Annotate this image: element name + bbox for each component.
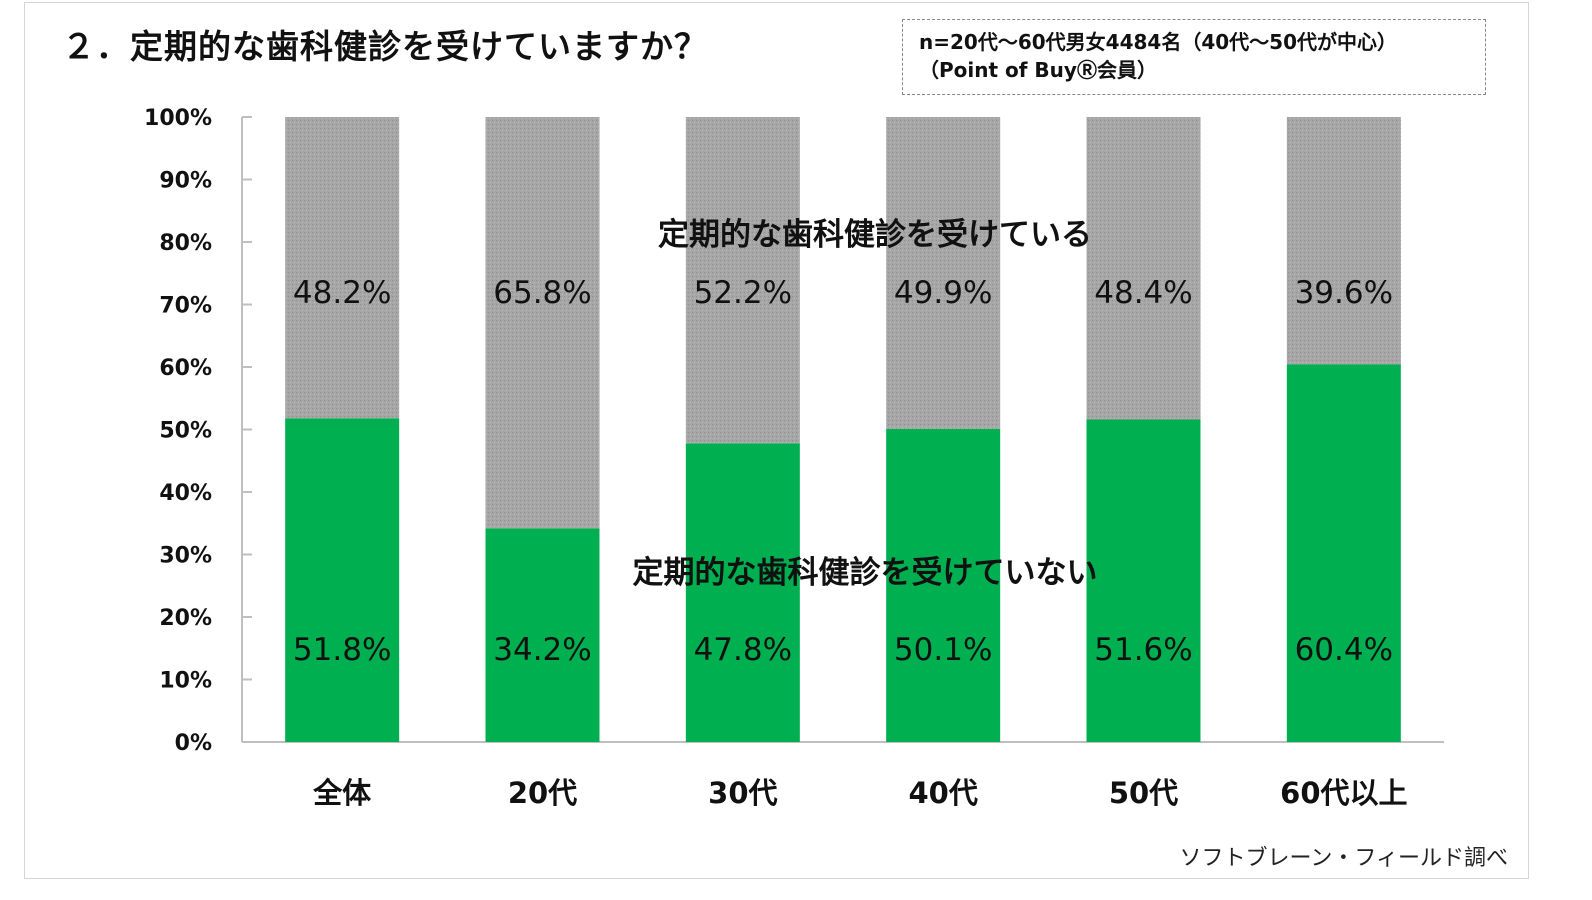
series-label-taking: 定期的な歯科健診を受けている <box>658 217 1092 253</box>
axes: 0% 10% 20% 30% 40% 50% 60% 70% 80% 90% 100% 全体 20代 30… <box>144 106 1444 810</box>
y-tick-label: 10% <box>159 669 212 694</box>
data-label-taking: 49.9% <box>894 275 992 311</box>
data-label-taking: 48.2% <box>293 275 391 311</box>
bars <box>285 117 1401 742</box>
data-label-taking: 65.8% <box>493 275 591 311</box>
bar-not-taking <box>1086 419 1201 742</box>
y-tick-label: 70% <box>159 294 212 319</box>
sample-note-box: n=20代〜60代男女4484名（40代〜50代が中心） （Point of B… <box>902 19 1486 95</box>
bar-not-taking <box>886 428 1001 742</box>
data-label-not-taking: 34.2% <box>493 632 591 668</box>
data-label-not-taking: 60.4% <box>1295 632 1393 668</box>
y-tick-label: 80% <box>159 231 212 256</box>
bar-not-taking <box>485 528 600 742</box>
sample-note-line1: n=20代〜60代男女4484名（40代〜50代が中心） <box>919 30 1397 54</box>
y-tick-label: 30% <box>159 544 212 569</box>
data-label-not-taking: 47.8% <box>694 632 792 668</box>
x-category-label: 全体 <box>312 776 372 810</box>
bar-taking <box>1086 117 1201 420</box>
sample-note-line2: （Point of BuyⓇ会員） <box>919 58 1157 82</box>
bar-not-taking <box>1286 364 1401 742</box>
data-labels: 48.2% 51.8% 65.8% 34.2% 52.2% 47.8% 49.9% 50.1%… <box>293 275 1393 668</box>
bar-taking <box>886 117 1001 429</box>
page-title: ２．定期的な歯科健診を受けていますか？ <box>62 27 708 66</box>
x-category-label: 20代 <box>508 776 577 810</box>
y-tick-label: 90% <box>159 169 212 194</box>
x-category-label: 60代以上 <box>1280 776 1407 810</box>
y-tick-label: 50% <box>159 419 212 444</box>
x-category-label: 40代 <box>908 776 977 810</box>
y-tick-label: 60% <box>159 356 212 381</box>
data-label-not-taking: 50.1% <box>894 632 992 668</box>
chart-frame <box>24 2 1529 879</box>
y-tick-label: 20% <box>159 606 212 631</box>
x-category-label: 50代 <box>1109 776 1178 810</box>
y-tick-label: 100% <box>144 106 212 131</box>
data-label-not-taking: 51.6% <box>1094 632 1192 668</box>
data-label-taking: 39.6% <box>1295 275 1393 311</box>
source-credit: ソフトブレーン・フィールド調べ <box>1179 846 1508 871</box>
y-tick-label: 0% <box>175 731 212 756</box>
y-tick-label: 40% <box>159 481 212 506</box>
data-label-taking: 52.2% <box>694 275 792 311</box>
bar-taking <box>285 117 400 419</box>
bar-taking <box>685 117 800 444</box>
bar-not-taking <box>285 418 400 742</box>
data-label-not-taking: 51.8% <box>293 632 391 668</box>
bar-taking <box>485 117 600 529</box>
bar-not-taking <box>685 443 800 742</box>
data-label-taking: 48.4% <box>1094 275 1192 311</box>
bar-taking <box>1286 117 1401 365</box>
x-category-label: 30代 <box>708 776 777 810</box>
series-label-not-taking: 定期的な歯科健診を受けていない <box>633 555 1098 591</box>
